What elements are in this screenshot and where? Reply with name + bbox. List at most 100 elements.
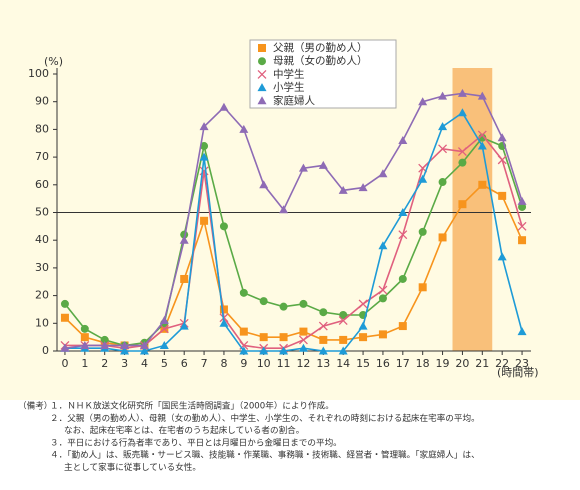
marker [259, 180, 269, 189]
marker [239, 288, 248, 297]
marker [200, 142, 209, 151]
x-tick-label: 8 [220, 357, 227, 370]
note-line: ２．父親（男の勤め人）、母親（女の勤め人）、中学生、小学生の、それぞれの時刻にお… [50, 412, 480, 424]
marker [139, 340, 149, 349]
marker [418, 97, 428, 106]
x-tick-label: 3 [121, 357, 128, 370]
x-tick-label: 13 [316, 357, 330, 370]
marker [199, 152, 209, 161]
legend-marker [257, 96, 267, 105]
x-tick-label: 10 [257, 357, 271, 370]
y-tick-label: 50 [35, 206, 49, 219]
legend-label: 家庭婦人 [273, 94, 315, 107]
marker [497, 133, 507, 142]
x-tick-label: 22 [495, 357, 509, 370]
marker [60, 313, 69, 322]
y-tick-label: 10 [35, 316, 49, 329]
note-line: ３．平日における行為者率であり、平日とは月曜日から金曜日までの平均。 [50, 436, 342, 448]
marker [60, 299, 69, 308]
marker [60, 343, 70, 352]
legend-marker [258, 44, 266, 52]
y-tick-label: 20 [35, 289, 49, 302]
marker [239, 124, 249, 133]
marker [478, 180, 487, 189]
marker [457, 147, 467, 157]
marker [100, 340, 110, 349]
marker [378, 330, 387, 339]
x-tick-label: 6 [181, 357, 188, 370]
x-tick-label: 19 [436, 357, 450, 370]
marker [299, 327, 308, 336]
legend-marker [258, 57, 266, 66]
marker [318, 321, 328, 331]
marker [180, 274, 189, 283]
marker [518, 202, 527, 211]
marker [438, 144, 448, 154]
marker [398, 135, 408, 144]
marker [179, 235, 189, 244]
legend-marker [257, 83, 267, 92]
x-tick-label: 17 [396, 357, 410, 370]
marker [120, 346, 130, 355]
x-tick-label: 1 [81, 357, 88, 370]
marker [80, 340, 90, 349]
marker [159, 324, 169, 334]
marker [378, 285, 388, 295]
marker [259, 297, 268, 306]
x-tick-label: 16 [376, 357, 390, 370]
x-tick-label: 14 [336, 357, 350, 370]
x-tick-label: 5 [161, 357, 168, 370]
marker [159, 316, 169, 325]
marker [339, 310, 348, 319]
note-line: ４．「勤め人」は、販売職・サービス職、技能職・作業職、事務職・技術職、経営者・管… [50, 449, 480, 461]
x-tick-label: 12 [296, 357, 310, 370]
marker [219, 305, 228, 314]
marker [298, 163, 308, 172]
marker [517, 196, 527, 205]
marker [299, 299, 308, 308]
marker [418, 227, 427, 236]
x-tick-label: 15 [356, 357, 370, 370]
marker [498, 191, 507, 200]
series-line [64, 111, 523, 352]
marker [318, 346, 328, 355]
y-tick-label: 90 [35, 95, 49, 108]
marker [438, 233, 447, 242]
note-line: １．ＮＨＫ放送文化研究所「国民生活時間調査」（2000年）により作成。 [50, 400, 334, 412]
marker [179, 321, 189, 330]
marker [219, 102, 229, 111]
marker [477, 130, 487, 140]
marker [239, 327, 248, 336]
marker [398, 208, 408, 216]
marker [398, 322, 407, 331]
y-tick-label: 60 [35, 178, 49, 191]
x-tick-label: 9 [240, 357, 247, 370]
legend-label: 小学生 [273, 81, 305, 94]
marker [279, 346, 289, 355]
marker [279, 302, 288, 311]
marker [358, 299, 368, 309]
x-tick-label: 11 [277, 357, 291, 370]
marker [318, 160, 328, 169]
x-tick-label: 4 [141, 357, 148, 370]
marker [259, 346, 269, 355]
notes-label: （備考） [18, 400, 52, 412]
marker [418, 283, 427, 292]
x-unit-label: (時間帯) [497, 366, 539, 379]
legend-label: 中学生 [273, 67, 305, 80]
marker [139, 346, 149, 355]
y-tick-label: 80 [35, 122, 49, 135]
y-tick-label: 30 [35, 261, 49, 274]
marker [259, 333, 268, 342]
marker [497, 155, 507, 165]
x-tick-label: 0 [61, 357, 68, 370]
marker [199, 122, 209, 131]
marker [378, 294, 387, 303]
series-line [64, 92, 523, 350]
marker [518, 236, 527, 245]
y-tick-label: 0 [42, 344, 49, 357]
marker [378, 169, 388, 178]
marker [358, 183, 368, 192]
x-tick-label: 2 [101, 357, 108, 370]
